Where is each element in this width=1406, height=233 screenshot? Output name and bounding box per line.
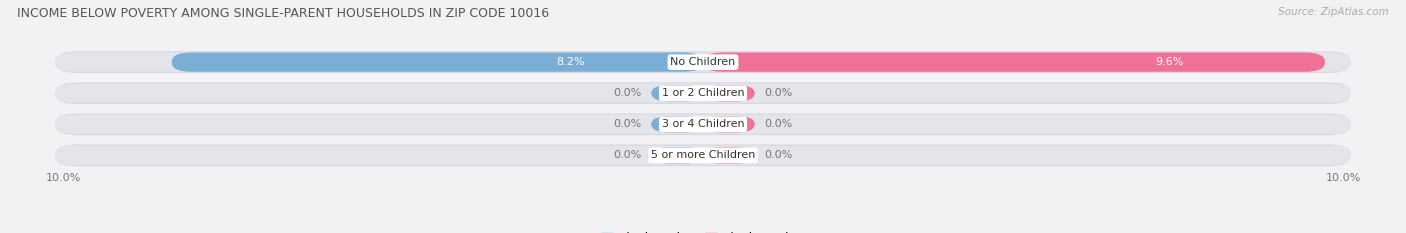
Text: 3 or 4 Children: 3 or 4 Children [662, 119, 744, 129]
FancyBboxPatch shape [55, 144, 1351, 166]
Text: 0.0%: 0.0% [765, 150, 793, 160]
FancyBboxPatch shape [55, 84, 1351, 103]
Text: 0.0%: 0.0% [765, 88, 793, 98]
Text: 8.2%: 8.2% [555, 57, 585, 67]
FancyBboxPatch shape [55, 113, 1351, 135]
FancyBboxPatch shape [55, 82, 1351, 104]
FancyBboxPatch shape [651, 85, 703, 101]
FancyBboxPatch shape [172, 52, 703, 72]
FancyBboxPatch shape [703, 52, 1324, 72]
Text: 10.0%: 10.0% [45, 173, 80, 183]
Text: 0.0%: 0.0% [613, 88, 641, 98]
FancyBboxPatch shape [651, 116, 703, 132]
FancyBboxPatch shape [651, 147, 703, 164]
Text: INCOME BELOW POVERTY AMONG SINGLE-PARENT HOUSEHOLDS IN ZIP CODE 10016: INCOME BELOW POVERTY AMONG SINGLE-PARENT… [17, 7, 548, 20]
Text: 0.0%: 0.0% [765, 119, 793, 129]
FancyBboxPatch shape [703, 85, 755, 101]
Text: 9.6%: 9.6% [1156, 57, 1184, 67]
Text: 5 or more Children: 5 or more Children [651, 150, 755, 160]
FancyBboxPatch shape [55, 115, 1351, 134]
FancyBboxPatch shape [55, 52, 1351, 72]
Text: 10.0%: 10.0% [1326, 173, 1361, 183]
FancyBboxPatch shape [55, 51, 1351, 73]
FancyBboxPatch shape [55, 146, 1351, 165]
FancyBboxPatch shape [703, 147, 755, 164]
Text: Source: ZipAtlas.com: Source: ZipAtlas.com [1278, 7, 1389, 17]
FancyBboxPatch shape [703, 116, 755, 132]
Text: 0.0%: 0.0% [613, 150, 641, 160]
Text: 0.0%: 0.0% [613, 119, 641, 129]
Text: No Children: No Children [671, 57, 735, 67]
Text: 1 or 2 Children: 1 or 2 Children [662, 88, 744, 98]
Legend: Single Father, Single Mother: Single Father, Single Mother [596, 228, 810, 233]
